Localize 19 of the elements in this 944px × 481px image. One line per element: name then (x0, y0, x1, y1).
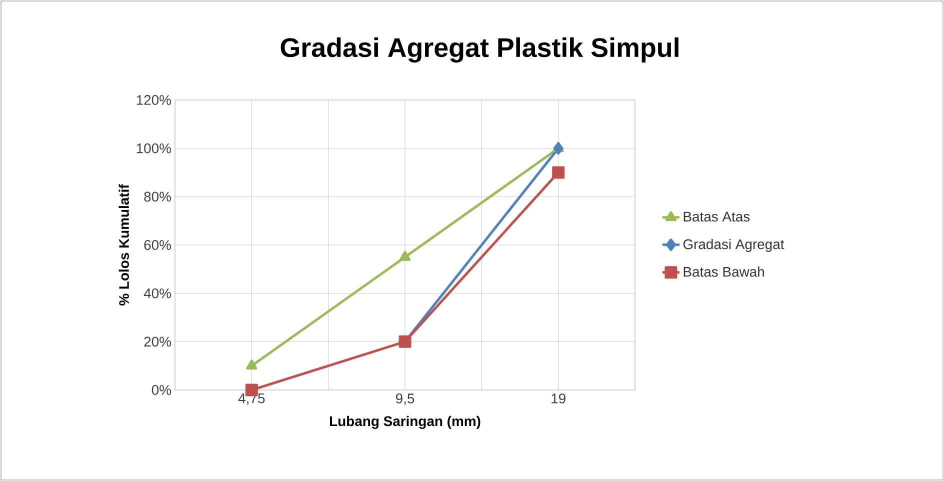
y-tick-label: 40% (144, 288, 171, 298)
point (246, 360, 258, 370)
x-tick-label: 9,5 (396, 394, 414, 406)
legend-label: Batas Atas (684, 212, 750, 222)
x-axis-title: Lubang Saringan (mm) (330, 416, 480, 429)
chart-title: Gradasi Agregat Plastik Simpul (280, 37, 678, 63)
y-tick-label: 20% (144, 336, 171, 347)
y-axis-title: % Lolos Kumulatif (118, 184, 129, 306)
y-tick-label: 120% (136, 95, 171, 105)
point (552, 166, 565, 179)
y-tick-label: 60% (144, 240, 171, 250)
point (553, 142, 564, 155)
legend-label: Gradasi Agregat (683, 238, 784, 252)
y-tick-label: 100% (136, 143, 171, 154)
legend-label: Batas Bawah (684, 266, 764, 277)
x-tick-label: 19 (552, 394, 566, 404)
point (399, 250, 411, 261)
y-tick-label: 80% (144, 192, 171, 202)
y-tick-label: 0% (152, 385, 171, 395)
